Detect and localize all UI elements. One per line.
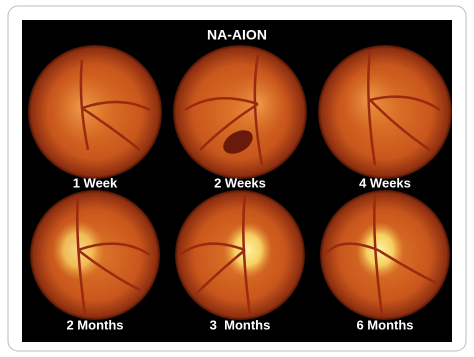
fundus-image — [173, 45, 307, 179]
title: NA-AION — [207, 27, 267, 43]
fundus-image — [318, 45, 452, 179]
fundus-image — [320, 190, 450, 320]
fundus-image — [28, 45, 162, 179]
panel-label: 6 Months — [356, 317, 413, 332]
panel-label: 3 Months — [210, 317, 271, 332]
fundus-image — [175, 190, 305, 320]
panel-label: 2 Months — [66, 317, 123, 332]
panel-label: 4 Weeks — [359, 175, 411, 190]
panel-label: 1 Week — [73, 175, 118, 190]
fundus-image — [30, 190, 160, 320]
panel-label: 2 Weeks — [214, 175, 266, 190]
